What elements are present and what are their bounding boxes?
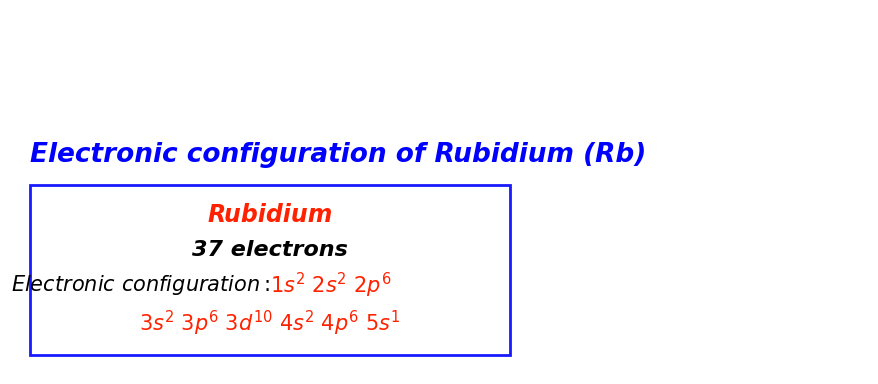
Text: $\bf{\it{1s^{2}\ 2s^{2}\ 2p^{6}}}$: $\bf{\it{1s^{2}\ 2s^{2}\ 2p^{6}}}$ — [270, 270, 391, 300]
Text: Electronic configuration of Rubidium (Rb): Electronic configuration of Rubidium (Rb… — [30, 142, 645, 168]
Text: $\bf{\it{3s^{2}\ 3p^{6}\ 3d^{10}\ 4s^{2}\ 4p^{6}\ 5s^{1}}}$: $\bf{\it{3s^{2}\ 3p^{6}\ 3d^{10}\ 4s^{2}… — [140, 308, 400, 338]
Text: $\bf{\it{Electronic\ configuration:\ }}$: $\bf{\it{Electronic\ configuration:\ }}$ — [11, 273, 270, 297]
Text: Rubidium: Rubidium — [207, 203, 332, 227]
Bar — [30, 185, 509, 355]
Text: 37 electrons: 37 electrons — [192, 240, 348, 260]
